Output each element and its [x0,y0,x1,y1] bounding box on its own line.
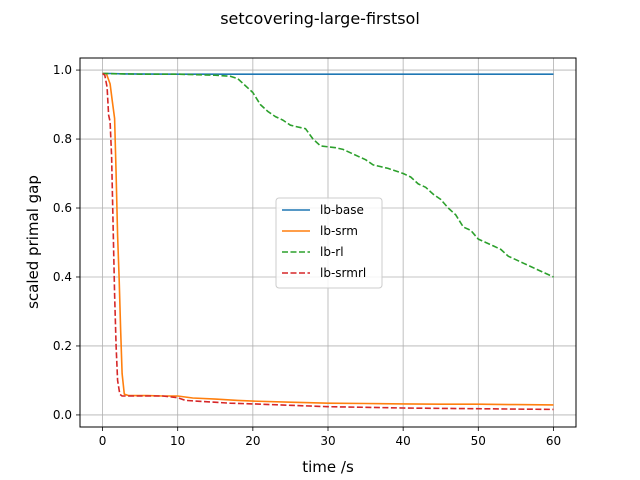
x-tick-label: 20 [245,434,260,448]
chart-title: setcovering-large-firstsol [220,9,420,28]
x-tick-label: 60 [546,434,561,448]
y-tick-label: 0.6 [53,201,72,215]
legend-label-lb-rl: lb-rl [320,245,344,259]
series-line-lb-srm [102,72,554,406]
x-tick-label: 0 [99,434,107,448]
y-tick-label: 1.0 [53,63,72,77]
series-layer [102,72,554,411]
y-tick-label: 0.4 [53,270,72,284]
y-tick-label: 0.2 [53,339,72,353]
ticks: 0 10 20 30 40 50 60 0.0 0.2 0.4 0.6 0.8 1.0 [53,63,561,448]
x-tick-label: 50 [471,434,486,448]
series-line-lb-srmrl [102,72,554,411]
x-tick-label: 30 [320,434,335,448]
y-axis-label: scaled primal gap [24,175,42,309]
legend-box [275,197,383,289]
x-tick-label: 10 [170,434,185,448]
legend-label-lb-base: lb-base [320,203,364,217]
legend: lb-base lb-srm lb-rl lb-srmrl [275,197,383,289]
x-tick-label: 40 [396,434,411,448]
legend-label-lb-srmrl: lb-srmrl [320,266,366,280]
legend-label-lb-srm: lb-srm [320,224,358,238]
series-line-lb-base [102,72,554,75]
y-tick-label: 0.8 [53,132,72,146]
x-axis-label: time /s [302,458,354,476]
series-line-lb-rl [102,72,554,278]
y-tick-label: 0.0 [53,408,72,422]
